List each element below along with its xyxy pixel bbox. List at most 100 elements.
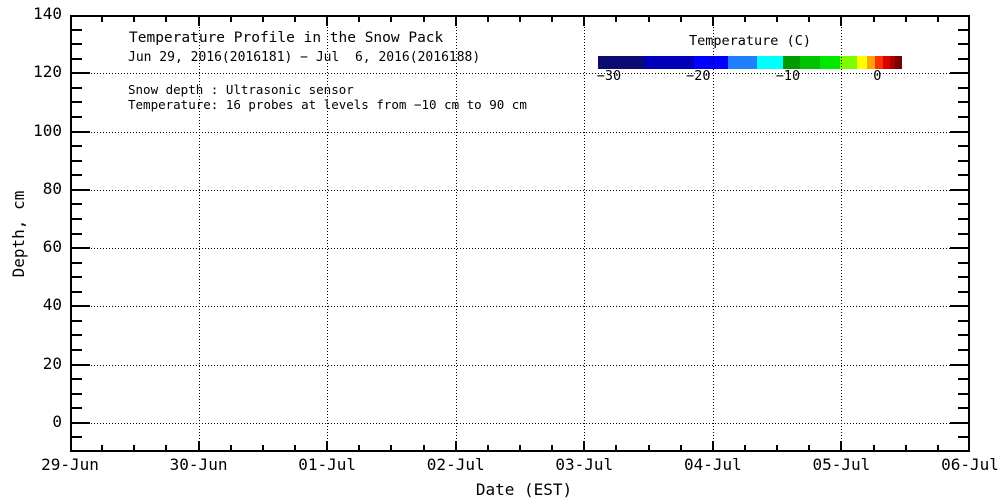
y-tick-mark — [72, 130, 90, 133]
grid-line-vertical — [327, 15, 329, 452]
colorbar-tick-label: 0 — [873, 68, 882, 84]
y-tick-mark — [72, 290, 82, 293]
y-tick-mark — [72, 334, 82, 337]
x-tick-mark — [229, 445, 232, 450]
x-tick-mark — [454, 17, 457, 26]
y-tick-mark — [958, 217, 968, 220]
x-tick-mark — [551, 445, 554, 450]
grid-line-horizontal — [70, 131, 970, 133]
x-tick-mark — [872, 17, 875, 22]
x-tick-mark — [519, 17, 521, 22]
y-tick-mark — [72, 276, 82, 279]
colorbar-segment — [598, 56, 645, 69]
y-tick-mark — [72, 188, 90, 191]
y-tick-mark — [72, 217, 82, 220]
x-tick-mark — [679, 445, 682, 450]
x-tick-mark — [711, 441, 714, 450]
x-tick-mark — [197, 17, 200, 26]
x-tick-mark — [422, 17, 425, 22]
y-tick-mark — [72, 57, 82, 60]
y-tick-mark — [72, 407, 82, 410]
info-snow-depth: Snow depth : Ultrasonic sensor — [128, 82, 354, 97]
x-tick-label: 03-Jul — [555, 455, 614, 474]
y-tick-mark — [958, 159, 968, 162]
x-tick-mark — [840, 441, 843, 450]
grid-line-horizontal — [70, 364, 970, 366]
y-tick-mark — [72, 436, 82, 439]
y-tick-mark — [958, 57, 968, 60]
x-tick-mark — [197, 441, 200, 450]
x-tick-mark — [615, 445, 618, 450]
y-tick-mark — [72, 261, 82, 264]
grid-line-horizontal — [70, 306, 970, 308]
x-tick-mark — [711, 17, 714, 26]
x-tick-mark — [326, 17, 329, 26]
x-tick-mark — [519, 445, 521, 450]
y-tick-mark — [950, 247, 968, 250]
y-tick-mark — [72, 28, 82, 31]
y-tick-mark — [958, 319, 968, 322]
colorbar-segment — [895, 56, 903, 69]
y-tick-label: 100 — [33, 120, 62, 140]
y-tick-mark — [958, 290, 968, 293]
colorbar-segment — [756, 56, 784, 69]
x-tick-mark — [229, 17, 232, 22]
y-tick-mark — [958, 174, 968, 177]
y-tick-label: 20 — [42, 353, 62, 373]
y-tick-mark — [958, 436, 968, 439]
colorbar-tick-label: −20 — [686, 68, 711, 84]
x-tick-mark — [776, 445, 779, 450]
colorbar-segment — [839, 56, 858, 69]
y-tick-mark — [72, 349, 82, 352]
y-tick-mark — [950, 188, 968, 191]
y-tick-mark — [958, 276, 968, 279]
colorbar-segment — [857, 56, 868, 69]
colorbar-segment — [728, 56, 758, 69]
y-tick-mark — [72, 305, 90, 308]
y-tick-mark — [72, 115, 82, 118]
x-tick-mark — [904, 445, 907, 450]
y-tick-mark — [950, 305, 968, 308]
x-axis-title: Date (EST) — [475, 480, 573, 499]
colorbar-title: Temperature (C) — [689, 33, 811, 49]
x-tick-mark — [583, 17, 586, 26]
y-tick-mark — [72, 174, 82, 177]
x-tick-mark — [647, 445, 650, 450]
x-tick-mark — [486, 17, 489, 22]
y-tick-mark — [72, 232, 82, 235]
x-tick-mark — [294, 17, 296, 22]
grid-line-vertical — [584, 15, 586, 452]
x-tick-label: 30-Jun — [169, 455, 228, 474]
colorbar-tick-label: −30 — [596, 68, 622, 84]
x-tick-mark — [904, 17, 907, 22]
y-tick-mark — [958, 392, 968, 395]
colorbar-segment — [874, 56, 884, 69]
colorbar-segment — [890, 56, 896, 69]
colorbar-segment — [643, 56, 695, 69]
y-axis-title: Depth, cm — [9, 190, 28, 278]
chart-subtitle: Jun 29, 2016(2016181) − Jul 6, 2016(2016… — [128, 50, 481, 65]
y-tick-mark — [958, 232, 968, 235]
y-tick-label: 80 — [42, 178, 62, 198]
x-tick-mark — [358, 17, 361, 22]
x-tick-mark — [294, 445, 296, 450]
x-tick-mark — [261, 445, 264, 450]
x-tick-mark — [165, 445, 168, 450]
y-tick-mark — [958, 145, 968, 148]
y-tick-mark — [950, 72, 968, 75]
x-tick-mark — [390, 445, 393, 450]
colorbar-segment — [867, 56, 876, 69]
colorbar-tick-label: −10 — [775, 68, 801, 84]
y-tick-mark — [958, 334, 968, 337]
y-tick-mark — [958, 86, 968, 89]
y-tick-mark — [72, 159, 82, 162]
x-tick-label: 02-Jul — [426, 455, 485, 474]
y-tick-mark — [72, 86, 82, 89]
x-tick-mark — [679, 17, 682, 22]
x-tick-label: 04-Jul — [683, 455, 742, 474]
y-tick-mark — [72, 392, 82, 395]
x-tick-mark — [133, 445, 136, 450]
y-tick-mark — [72, 101, 82, 104]
x-tick-mark — [872, 445, 875, 450]
